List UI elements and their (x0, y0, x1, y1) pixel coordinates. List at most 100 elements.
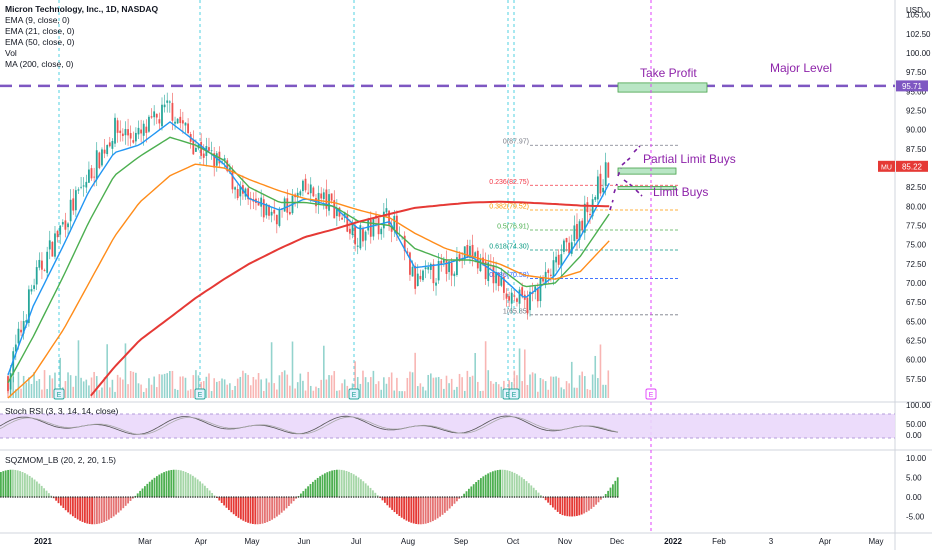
sqz-bar (60, 497, 62, 506)
candle-body (223, 158, 226, 162)
sqz-bar (28, 475, 31, 497)
ticker-badge: MU (878, 160, 895, 172)
sqz-bar (564, 497, 566, 516)
sqz-bar (16, 470, 19, 497)
sqz-bar (470, 486, 473, 497)
sqz-dot (302, 496, 305, 498)
sqz-dot (386, 496, 389, 498)
sqz-dot (597, 496, 600, 498)
candle-body (129, 133, 132, 139)
sqz-dot (24, 496, 26, 498)
sqz-bar (496, 470, 499, 497)
volume-bar (390, 372, 393, 398)
volume-bar (409, 371, 411, 398)
sqz-dot (244, 496, 247, 498)
volume-bar (560, 387, 563, 398)
sqz-dot (460, 496, 463, 498)
volume-bar (184, 377, 187, 398)
sqz-dot (225, 496, 228, 498)
sqz-bar (194, 477, 197, 497)
volume-bar (568, 383, 570, 398)
time-axis[interactable]: 2021 Mar Apr May Jun Jul Aug Sep Oct Nov Dec 2022 Fe… (34, 537, 883, 546)
candle-body (80, 186, 82, 188)
time-tick-label: Dec (610, 537, 624, 546)
annotation-zones[interactable] (617, 82, 708, 190)
volume-bar (456, 386, 458, 398)
volume-bar (155, 387, 158, 398)
volume-bar (166, 373, 169, 398)
sqz-bar (398, 497, 401, 516)
time-tick-label: Mar (138, 537, 152, 546)
candle-body (445, 259, 448, 274)
sqz-dot (602, 496, 605, 498)
sqz-dot (489, 496, 492, 498)
sqz-dot (468, 496, 470, 498)
sqz-dot (115, 496, 117, 498)
volume-bar (41, 389, 43, 398)
candle-body (563, 240, 565, 252)
sqz-bar (100, 497, 103, 523)
volume-bar (458, 373, 461, 398)
volume-bar (247, 374, 249, 398)
sqz-bar (355, 475, 357, 497)
sqz-bar (309, 484, 312, 497)
sqz-bar (516, 474, 518, 497)
sqz-bar (79, 497, 81, 521)
sqz-dot (561, 496, 564, 498)
price-axis[interactable]: 105.00 102.50 100.00 97.50 95.00 92.50 90.00 87… (906, 11, 931, 384)
squeeze-momentum-histogram (0, 469, 619, 525)
sqz-dot (218, 496, 221, 498)
price-tick-label: 60.00 (906, 356, 927, 365)
candle-body (570, 242, 573, 254)
candle-body (487, 262, 490, 282)
sqz-dot (280, 496, 283, 498)
volume-bar (75, 375, 77, 398)
sqz-dot (600, 496, 602, 498)
volume-bar (208, 373, 210, 398)
sqz-dot (472, 496, 475, 498)
candle-body (82, 185, 85, 187)
zone-0 (617, 82, 708, 93)
sqz-dot (283, 496, 285, 498)
sqz-dot (76, 496, 79, 498)
candle-body (555, 256, 557, 263)
volume-bar (30, 383, 33, 398)
candle-body (322, 192, 325, 200)
sqz-bar (266, 497, 269, 523)
sqz-bar (93, 497, 96, 525)
volume-bar (231, 389, 234, 398)
sqz-dot (367, 496, 369, 498)
candle-body (442, 259, 445, 263)
sqz-dot (520, 496, 523, 498)
sqz-bar (444, 497, 446, 513)
sqz-bar (48, 493, 50, 497)
candle-body (226, 160, 229, 172)
volume-bar (122, 379, 124, 398)
volume-bar (450, 378, 453, 398)
sqz-bar (292, 497, 295, 502)
sqz-dot (484, 496, 487, 498)
sqz-bar (388, 497, 391, 508)
sqz-dot (28, 496, 31, 498)
earnings-marker: E (194, 388, 206, 400)
volume-bar (289, 385, 291, 398)
sqz-bar (290, 497, 293, 504)
candle-body (591, 199, 594, 217)
sqz-dot (609, 496, 612, 498)
sqz-dot (487, 496, 489, 498)
sqz-dot (235, 496, 237, 498)
volume-bar (218, 381, 221, 398)
sqz-dot (388, 496, 391, 498)
volume-bar (33, 372, 35, 398)
sqz-dot (417, 496, 420, 498)
sqz-dot (376, 496, 379, 498)
volume-bar (127, 384, 129, 398)
sqz-dot (612, 496, 614, 498)
price-tick-label: 92.50 (906, 107, 927, 116)
sqz-dot (336, 496, 338, 498)
sqz-bar (540, 495, 542, 497)
sqz-bar (518, 475, 521, 497)
sqz-dot (568, 496, 571, 498)
